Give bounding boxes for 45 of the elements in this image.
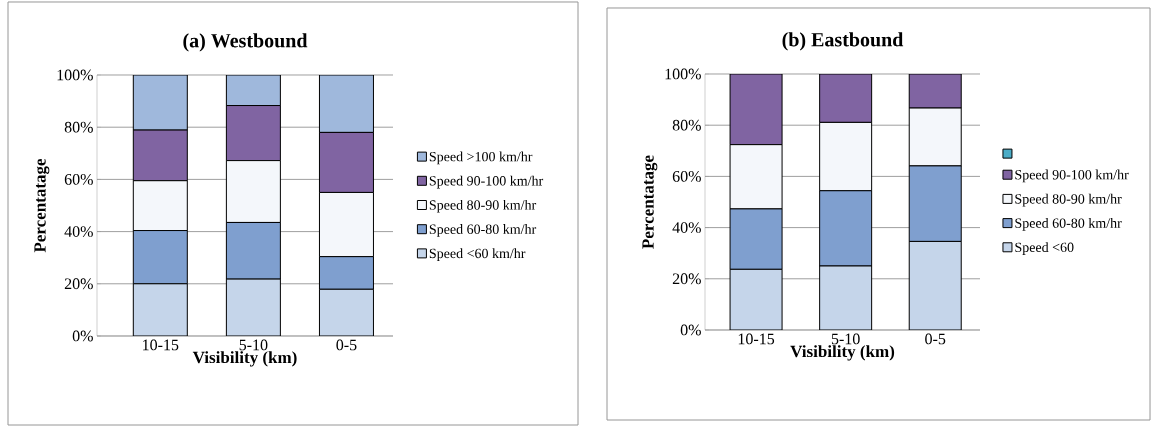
x-tick-label: 0-5 — [925, 333, 946, 345]
bar — [729, 74, 783, 146]
bar — [225, 75, 281, 107]
y-tick-label: 100% — [665, 68, 701, 80]
legend-label: Speed 80-90 km/hr — [429, 199, 537, 213]
x-tick-label: 10-15 — [738, 333, 775, 345]
x-tick-label: 5-10 — [239, 339, 268, 351]
y-tick-label: 0% — [72, 330, 93, 342]
y-axis-title: Percentatage — [642, 155, 658, 249]
bar — [819, 74, 873, 123]
bar — [729, 268, 783, 330]
chart-title: (b) Eastbound — [782, 32, 904, 51]
legend-label: Speed 90-100 km/hr — [429, 175, 544, 189]
x-tick-label: 0-5 — [336, 339, 357, 351]
y-tick-label: 0% — [680, 324, 701, 336]
legend-label: Speed 60-80 km/hr — [429, 224, 537, 237]
y-tick-label: 20% — [64, 278, 93, 290]
bar — [318, 288, 374, 336]
bar — [318, 75, 374, 133]
y-tick-label: 80% — [64, 121, 93, 133]
bar — [908, 240, 962, 330]
legend-label: Speed 80-90 km/hr — [1015, 193, 1122, 207]
bar — [225, 278, 281, 336]
y-tick-label: 60% — [672, 170, 701, 182]
bar — [908, 74, 962, 109]
chart-title: (a) Westbound — [183, 33, 308, 52]
legend-label: Speed <60 — [1015, 242, 1074, 255]
bar — [819, 265, 873, 330]
bar — [132, 283, 188, 336]
legend-label: Speed <60 km/hr — [429, 248, 526, 261]
legend-label: Speed >100 km/hr — [429, 151, 533, 165]
x-tick-label: 5-10 — [831, 333, 860, 345]
legend-label: Speed 60-80 km/hr — [1015, 217, 1122, 231]
y-tick-label: 100% — [57, 69, 93, 81]
x-axis-title: Visibility (km) — [790, 345, 895, 361]
y-tick-label: 20% — [672, 273, 701, 285]
y-tick-label: 40% — [672, 222, 701, 234]
bar — [132, 75, 188, 131]
y-tick-label: 80% — [672, 119, 701, 131]
y-tick-label: 40% — [64, 226, 93, 238]
x-axis-title: Visibility (km) — [192, 351, 297, 367]
legend-label: Speed 90-100 km/hr — [1015, 169, 1129, 183]
y-axis-title: Percentatage — [34, 158, 50, 253]
x-tick-label: 10-15 — [143, 339, 179, 351]
y-tick-label: 60% — [64, 173, 93, 185]
